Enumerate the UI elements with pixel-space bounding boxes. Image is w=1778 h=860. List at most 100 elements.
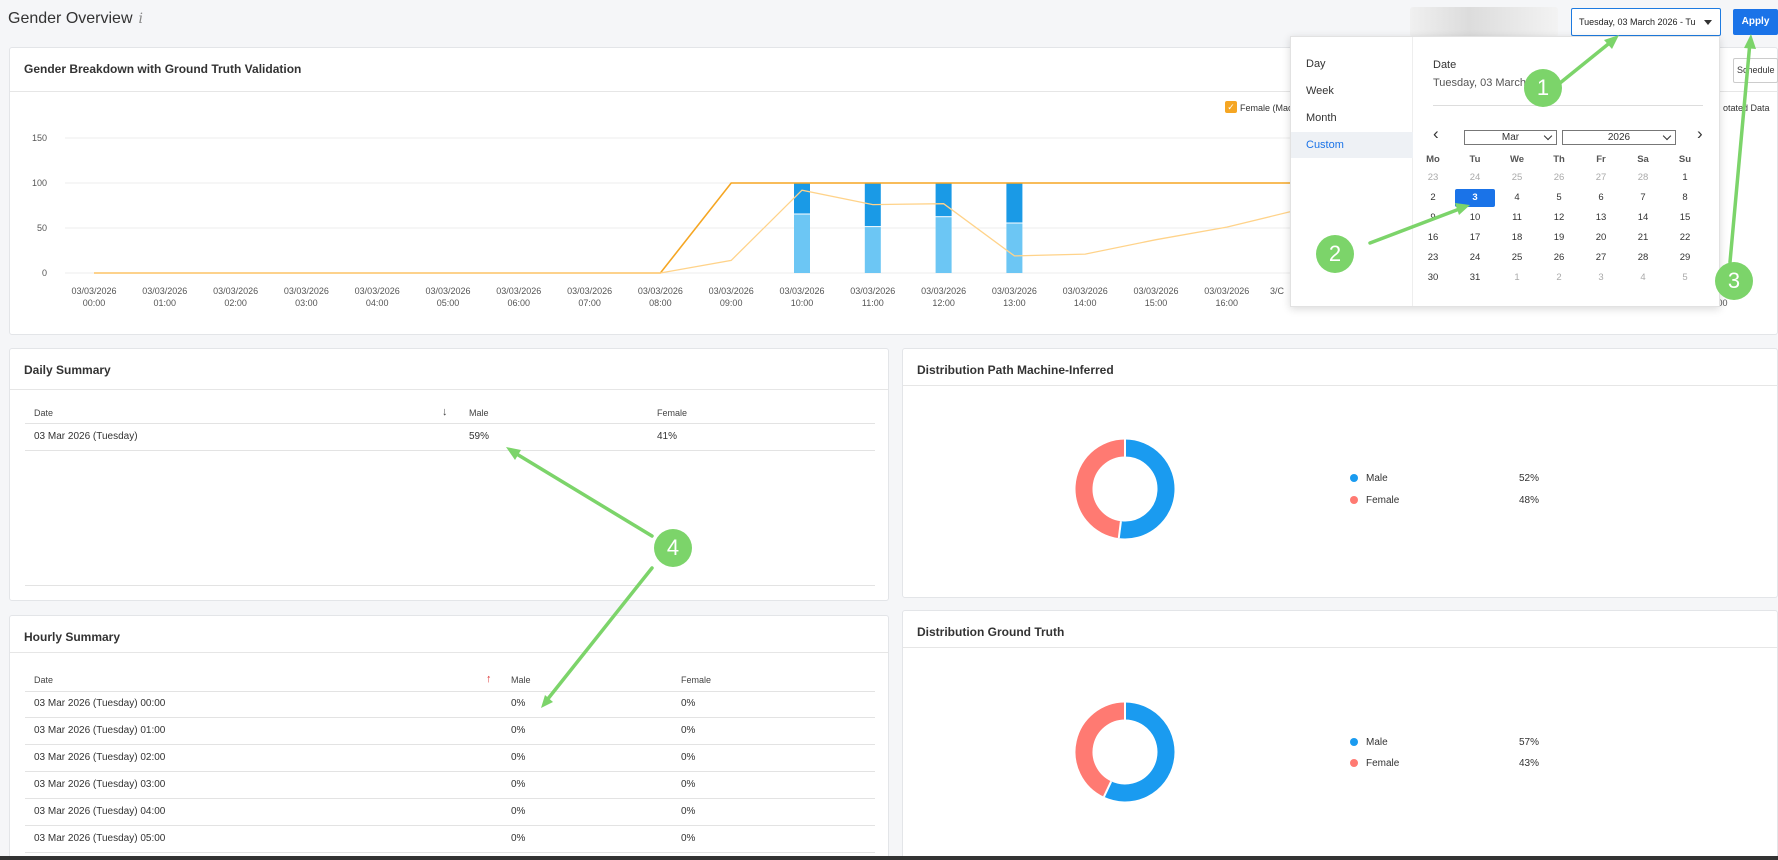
calendar-day[interactable]: 25 — [1511, 252, 1523, 263]
calendar-day[interactable]: 2 — [1556, 272, 1562, 283]
calendar-day[interactable]: 15 — [1679, 212, 1691, 223]
calendar-day[interactable]: 11 — [1512, 212, 1522, 223]
calendar-day[interactable]: 16 — [1427, 232, 1439, 243]
x-tick-time: 11:00 — [862, 298, 884, 308]
panel-title: Distribution Ground Truth — [917, 625, 1065, 639]
prev-month-icon[interactable]: ‹ — [1433, 124, 1439, 143]
date-label: Date — [1433, 59, 1457, 71]
calendar-day[interactable]: 12 — [1553, 212, 1565, 223]
sort-desc-icon[interactable]: ↓ — [442, 406, 448, 418]
legend-checkbox-female[interactable]: ✓ — [1225, 101, 1237, 113]
hourly-row-female: 0% — [681, 806, 696, 817]
hourly-row-date: 03 Mar 2026 (Tuesday) 01:00 — [34, 725, 166, 736]
column-header-female[interactable]: Female — [681, 675, 712, 685]
divider — [25, 744, 875, 745]
calendar-day[interactable]: 23 — [1427, 252, 1439, 263]
calendar-day[interactable]: 5 — [1556, 192, 1562, 203]
divider — [10, 91, 1777, 92]
next-month-icon[interactable]: › — [1697, 124, 1703, 143]
x-tick-time: 10:00 — [791, 298, 814, 308]
calendar-day[interactable]: 4 — [1514, 192, 1520, 203]
gender-breakdown-chart: 150 100 50 0 03/03/2026 00:00 03/03/2026 01:00 0… — [32, 133, 1728, 308]
sort-asc-icon[interactable]: ↑ — [486, 673, 492, 685]
divider — [25, 852, 875, 853]
calendar-day[interactable]: 18 — [1511, 232, 1523, 243]
calendar-day[interactable]: 1 — [1514, 272, 1520, 283]
hourly-row-male: 0% — [511, 833, 526, 844]
info-icon[interactable]: i — [138, 11, 143, 27]
date-picker-popup: Day Week Month Custom Date Tuesday, 03 M… — [1290, 36, 1720, 307]
blurred-filter[interactable] — [1410, 7, 1558, 37]
x-tick-date: 03/03/2026 — [850, 286, 895, 296]
x-tick-partial: 3/C — [1270, 286, 1285, 296]
calendar-day[interactable]: 29 — [1679, 252, 1691, 263]
hourly-row-male: 0% — [511, 806, 526, 817]
column-header-male[interactable]: Male — [469, 408, 489, 418]
calendar-day[interactable]: 5 — [1682, 272, 1688, 283]
x-tick-time: 14:00 — [1074, 298, 1097, 308]
calendar-day[interactable]: 17 — [1469, 232, 1481, 243]
apply-button[interactable]: Apply — [1733, 9, 1778, 35]
preset-custom[interactable]: Custom — [1291, 132, 1413, 158]
calendar-day[interactable]: 31 — [1469, 272, 1481, 283]
divider — [25, 717, 875, 718]
month-select[interactable]: Mar — [1464, 130, 1557, 145]
divider — [25, 798, 875, 799]
calendar-day[interactable]: 25 — [1511, 172, 1523, 183]
x-tick-partial: :00 — [1715, 298, 1728, 308]
preset-month[interactable]: Month — [1306, 112, 1337, 124]
date-range-select[interactable]: Tuesday, 03 March 2026 - Tu — [1571, 8, 1721, 36]
calendar-day-selected[interactable]: 3 — [1455, 189, 1495, 207]
bar-dark — [1006, 183, 1023, 223]
column-header-date[interactable]: Date — [34, 675, 54, 685]
calendar-day[interactable]: 22 — [1679, 232, 1691, 243]
weekday-header: Fr — [1596, 154, 1606, 165]
calendar-day[interactable]: 6 — [1598, 192, 1604, 203]
calendar-day[interactable]: 24 — [1469, 252, 1481, 263]
legend-label-female: Female (Mach — [1240, 103, 1298, 113]
calendar-day[interactable]: 20 — [1595, 232, 1607, 243]
column-header-date[interactable]: Date — [34, 408, 54, 418]
x-tick-time: 02:00 — [224, 298, 247, 308]
column-header-male[interactable]: Male — [511, 675, 531, 685]
calendar-day[interactable]: 27 — [1595, 172, 1607, 183]
calendar-day[interactable]: 28 — [1637, 172, 1649, 183]
year-select[interactable]: 2026 — [1562, 130, 1676, 145]
calendar-day[interactable]: 21 — [1637, 232, 1649, 243]
calendar-day[interactable]: 13 — [1595, 212, 1607, 223]
arrow-4b — [545, 566, 654, 702]
x-tick-time: 00:00 — [83, 298, 106, 308]
calendar-day[interactable]: 26 — [1553, 252, 1565, 263]
daily-row-male: 59% — [469, 431, 490, 442]
calendar-day[interactable]: 26 — [1553, 172, 1565, 183]
legend-value-male: 52% — [1519, 473, 1540, 484]
calendar-day[interactable]: 28 — [1637, 252, 1649, 263]
arrow-3 — [1728, 40, 1752, 264]
x-tick-date: 03/03/2026 — [567, 286, 612, 296]
calendar-day[interactable]: 1 — [1682, 172, 1688, 183]
calendar-day[interactable]: 7 — [1640, 192, 1646, 203]
panel-title: Hourly Summary — [24, 630, 121, 644]
calendar-day[interactable]: 19 — [1553, 232, 1565, 243]
calendar-day[interactable]: 27 — [1595, 252, 1607, 263]
calendar-day[interactable]: 24 — [1469, 172, 1481, 183]
annotation-badge-3: 3 — [1715, 262, 1753, 300]
x-tick-date: 03/03/2026 — [638, 286, 683, 296]
hourly-row-male: 0% — [511, 698, 526, 709]
calendar-day[interactable]: 30 — [1427, 272, 1439, 283]
calendar-day[interactable]: 10 — [1469, 212, 1481, 223]
preset-day[interactable]: Day — [1306, 58, 1326, 70]
divider — [10, 389, 888, 390]
column-header-female[interactable]: Female — [657, 408, 688, 418]
calendar-day[interactable]: 2 — [1430, 192, 1436, 203]
divider — [25, 825, 875, 826]
calendar-day[interactable]: 8 — [1682, 192, 1688, 203]
calendar-day[interactable]: 3 — [1598, 272, 1604, 283]
calendar-day[interactable]: 23 — [1427, 172, 1439, 183]
preset-week[interactable]: Week — [1306, 85, 1334, 97]
calendar-day[interactable]: 4 — [1640, 272, 1646, 283]
donut-slice-male — [1103, 702, 1175, 802]
calendar-day[interactable]: 14 — [1637, 212, 1649, 223]
x-tick-date: 03/03/2026 — [355, 286, 400, 296]
annotation-badge-1: 1 — [1524, 69, 1562, 107]
